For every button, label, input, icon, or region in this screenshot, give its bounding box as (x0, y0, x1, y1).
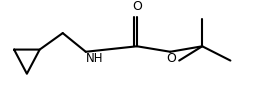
Text: O: O (167, 52, 176, 65)
Text: O: O (132, 0, 142, 13)
Text: NH: NH (86, 52, 103, 65)
